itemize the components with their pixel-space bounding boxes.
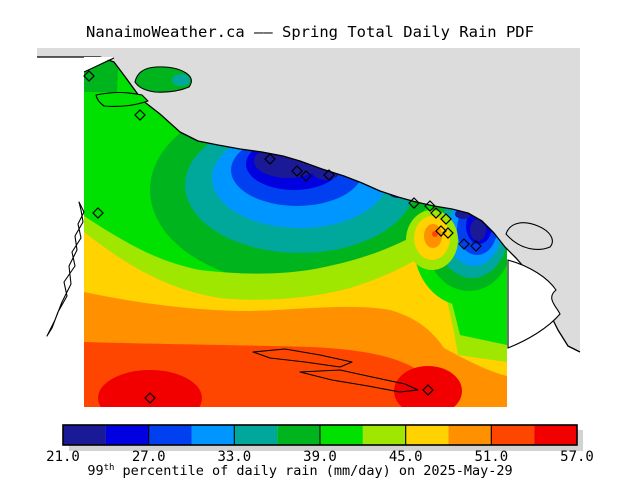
station-marker-diamond <box>408 197 420 209</box>
station-marker-diamond <box>144 392 156 404</box>
station-marker-diamond <box>291 165 303 177</box>
colorbar-segment <box>191 425 235 445</box>
station-marker-diamond <box>134 109 146 121</box>
station-marker-diamond <box>435 225 447 237</box>
colorbar: 21.0 27.0 33.0 39.0 45.0 51.0 57.0 99th … <box>46 424 594 479</box>
tick-label: 21.0 <box>46 449 80 465</box>
plot-title: NanaimoWeather.ca —— Spring Total Daily … <box>86 23 534 41</box>
island-a-outline <box>134 66 192 93</box>
band-54-57-s <box>394 366 462 407</box>
station-markers <box>83 70 482 404</box>
station-marker-diamond <box>323 169 335 181</box>
colorbar-segment <box>534 425 577 445</box>
colorbar-segment <box>362 425 406 445</box>
colorbar-segment <box>491 425 535 445</box>
land-mainland <box>37 48 580 352</box>
colorbar-segment <box>148 425 192 445</box>
tick-label: 33.0 <box>217 449 251 465</box>
colorbar-segment <box>448 425 492 445</box>
island-a-teal-tip <box>172 74 190 86</box>
coastline-wedge <box>83 57 115 73</box>
tick-label: 57.0 <box>560 449 594 465</box>
bay-white-east <box>507 259 561 349</box>
colorbar-segment <box>277 425 321 445</box>
colorbar-segment <box>234 425 278 445</box>
colorbar-segment <box>63 425 106 445</box>
colorbar-dividers <box>148 425 492 445</box>
station-marker-diamond <box>422 384 434 396</box>
island-b-fill <box>96 92 148 107</box>
colorbar-segment <box>105 425 149 445</box>
station-marker-diamond <box>92 207 104 219</box>
station-marker-diamond <box>442 227 454 239</box>
pocket-band-21-24b <box>470 219 486 241</box>
lake-outline-1 <box>252 348 353 368</box>
tick-label: 27.0 <box>132 449 166 465</box>
colorbar-tick-labels: 21.0 27.0 33.0 39.0 45.0 51.0 57.0 <box>46 449 594 465</box>
coastline-west-sliver <box>46 201 85 337</box>
tick-label: 45.0 <box>389 449 423 465</box>
colorbar-segments <box>63 425 577 445</box>
station-marker-diamond <box>264 153 276 165</box>
pinch-band-51-54 <box>432 231 438 237</box>
island-white-east <box>505 222 553 250</box>
station-marker-diamond <box>300 170 312 182</box>
station-marker-diamond <box>458 238 470 250</box>
band-54-57-sw <box>98 370 202 407</box>
tick-label: 39.0 <box>303 449 337 465</box>
island-b-outline <box>95 91 149 107</box>
colorbar-segment <box>405 425 449 445</box>
station-marker-diamond <box>430 207 442 219</box>
station-marker-diamond <box>440 213 452 225</box>
lake-outline-2 <box>299 369 419 393</box>
colorbar-caption: 99th percentile of daily rain (mm/day) o… <box>87 463 512 479</box>
station-marker-diamond <box>83 70 95 82</box>
island-a-fill <box>135 66 192 93</box>
tick-label: 51.0 <box>474 449 508 465</box>
station-marker-diamond <box>424 200 436 212</box>
station-marker-diamond <box>470 240 482 252</box>
colorbar-segment <box>320 425 363 445</box>
colorbar-border <box>62 424 578 446</box>
